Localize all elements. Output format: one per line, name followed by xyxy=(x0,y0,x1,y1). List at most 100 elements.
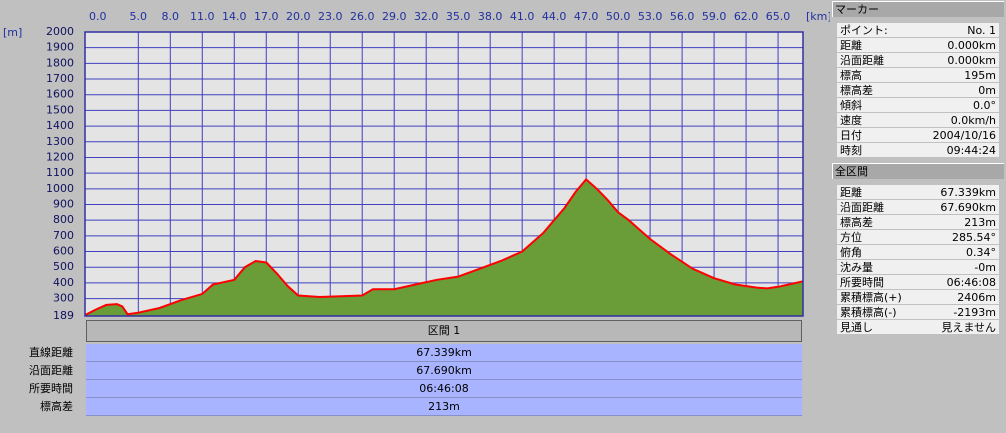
elevation-line xyxy=(84,177,804,316)
row-label: 日付 xyxy=(840,129,862,142)
x-tick-label: 23.0 xyxy=(318,10,343,23)
row-label: 傾斜 xyxy=(840,99,862,112)
row-label: 距離 xyxy=(840,186,862,199)
x-tick-label: 53.0 xyxy=(638,10,663,23)
row-label: 沿面距離 xyxy=(840,54,884,67)
panel-row: 俯角 0.34° xyxy=(837,245,999,260)
panel-row: 沿面距離 0.000km xyxy=(837,53,999,68)
y-tick-label: 189 xyxy=(53,309,74,320)
segment-label: 所要時間 xyxy=(29,382,73,395)
row-label: 俯角 xyxy=(840,246,862,259)
plot-border xyxy=(84,31,804,317)
elevation-area xyxy=(85,179,803,316)
panel-row: 累積標高(-) -2193m xyxy=(837,305,999,320)
x-unit: [km] xyxy=(806,10,830,23)
panel-row: 傾斜 0.0° xyxy=(837,98,999,113)
row-value: 0.000km xyxy=(947,39,996,52)
row-value: 見えません xyxy=(941,321,996,334)
y-tick-label: 800 xyxy=(53,213,74,226)
row-label: 累積標高(-) xyxy=(840,306,897,319)
row-value: 213m xyxy=(964,216,996,229)
x-tick-label: 65.0 xyxy=(766,10,791,23)
x-tick-label: 8.0 xyxy=(162,10,180,23)
row-label: 沈み量 xyxy=(840,261,873,274)
panel-row: 速度 0.0km/h xyxy=(837,113,999,128)
row-value: 67.339km xyxy=(940,186,996,199)
y-tick-label: 1100 xyxy=(46,166,74,179)
row-value: 0.0° xyxy=(973,99,996,112)
x-tick-label: 59.0 xyxy=(702,10,727,23)
x-tick-label: 32.0 xyxy=(414,10,439,23)
row-value: 2004/10/16 xyxy=(932,129,996,142)
x-tick-label: 0.0 xyxy=(89,10,107,23)
segment-label: 沿面距離 xyxy=(29,364,73,377)
row-label: 累積標高(+) xyxy=(840,291,902,304)
row-label: 見通し xyxy=(840,321,873,334)
row-label: 標高差 xyxy=(840,84,873,97)
row-value: 09:44:24 xyxy=(946,144,996,157)
panel-row: 標高差 0m xyxy=(837,83,999,98)
y-tick-label: 1500 xyxy=(46,103,74,116)
row-label: 距離 xyxy=(840,39,862,52)
x-tick-label: 44.0 xyxy=(542,10,567,23)
segment-label: 標高差 xyxy=(40,400,73,413)
segment-title: 区間 1 xyxy=(427,324,461,337)
x-tick-label: 14.0 xyxy=(222,10,247,23)
panel-row: 所要時間 06:46:08 xyxy=(837,275,999,290)
row-label: 沿面距離 xyxy=(840,201,884,214)
y-tick-label: 900 xyxy=(53,198,74,211)
segment-header: 区間 1 xyxy=(86,320,802,342)
row-label: ポイント: xyxy=(840,24,888,37)
row-label: 時刻 xyxy=(840,144,862,157)
row-label: 標高差 xyxy=(840,216,873,229)
y-unit: [m] xyxy=(3,26,22,39)
x-tick-label: 29.0 xyxy=(382,10,407,23)
y-tick-label: 500 xyxy=(53,260,74,273)
x-tick-label: 62.0 xyxy=(734,10,759,23)
row-value: 06:46:08 xyxy=(946,276,996,289)
panel-row: 標高 195m xyxy=(837,68,999,83)
row-value: -2193m xyxy=(953,306,996,319)
segment-value: 67.339km xyxy=(86,344,802,362)
y-tick-label: 1300 xyxy=(46,135,74,148)
y-tick-label: 1900 xyxy=(46,41,74,54)
row-value: 0.0km/h xyxy=(950,114,996,127)
x-tick-label: 41.0 xyxy=(510,10,535,23)
x-tick-label: 35.0 xyxy=(446,10,471,23)
row-value: 285.54° xyxy=(952,231,996,244)
panel-row: 累積標高(+) 2406m xyxy=(837,290,999,305)
segment-value: 06:46:08 xyxy=(86,380,802,398)
row-value: 195m xyxy=(964,69,996,82)
y-tick-label: 400 xyxy=(53,276,74,289)
panel-row: 距離 67.339km xyxy=(837,185,999,200)
panel-row: 沈み量 -0m xyxy=(837,260,999,275)
row-label: 速度 xyxy=(840,114,862,127)
segment-label: 直線距離 xyxy=(29,346,73,359)
segment-row: 標高差 213m xyxy=(0,398,803,416)
row-value: 0.000km xyxy=(947,54,996,67)
segment-value: 213m xyxy=(86,398,802,416)
x-tick-label: 17.0 xyxy=(254,10,279,23)
y-tick-label: 1600 xyxy=(46,88,74,101)
y-tick-label: 1400 xyxy=(46,119,74,132)
panel-title: 全区間 xyxy=(832,163,1004,179)
row-value: 0m xyxy=(978,84,996,97)
x-tick-label: 20.0 xyxy=(286,10,311,23)
x-tick-label: 47.0 xyxy=(574,10,599,23)
panel-title: マーカー xyxy=(832,1,1004,17)
y-tick-label: 1800 xyxy=(46,56,74,69)
x-tick-label: 56.0 xyxy=(670,10,695,23)
panel-title-text: マーカー xyxy=(835,3,879,16)
x-tick-label: 26.0 xyxy=(350,10,375,23)
x-tick-label: 5.0 xyxy=(130,10,148,23)
panel-row: ポイント: No. 1 xyxy=(837,23,999,38)
segment-row: 所要時間 06:46:08 xyxy=(0,380,803,398)
row-value: 0.34° xyxy=(966,246,996,259)
row-value: 2406m xyxy=(957,291,996,304)
y-tick-label: 600 xyxy=(53,245,74,258)
panel-row: 距離 0.000km xyxy=(837,38,999,53)
elevation-chart: [m] [km] 189 300 400 500 600 700 800 900 1000 110… xyxy=(3,10,830,320)
y-tick-label: 300 xyxy=(53,292,74,305)
row-label: 標高 xyxy=(840,69,862,82)
